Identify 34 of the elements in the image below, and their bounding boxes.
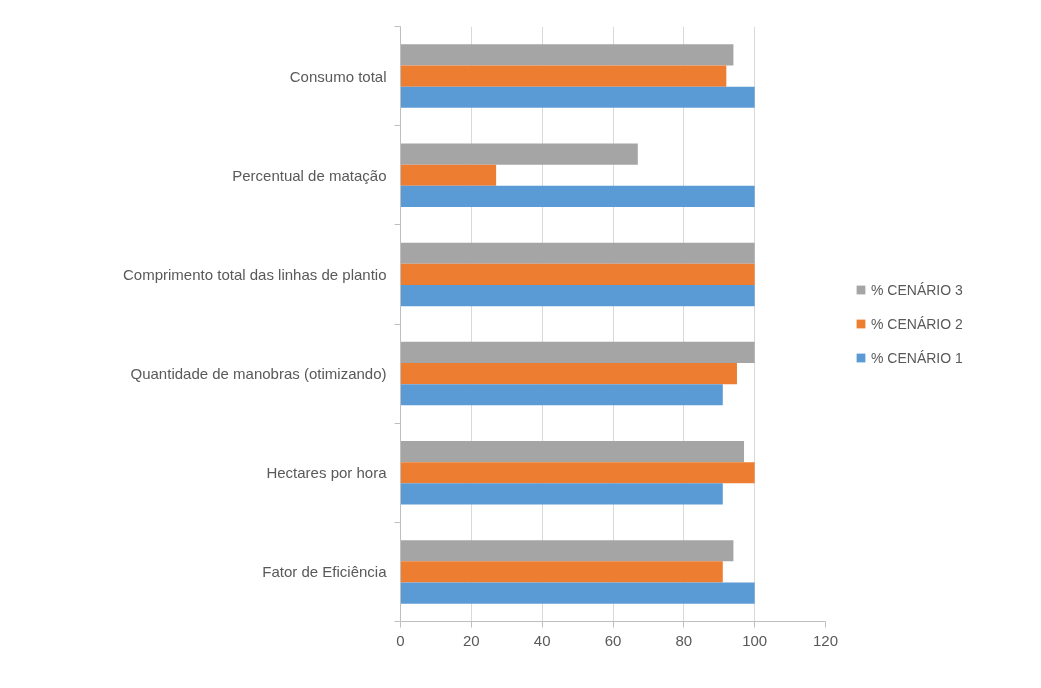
x-tick-label: 80 bbox=[675, 631, 693, 649]
x-tick-label: 0 bbox=[396, 631, 405, 649]
y-tick-label: Hectares por hora bbox=[266, 464, 388, 482]
legend-label: % CENÁRIO 3 bbox=[871, 281, 963, 298]
bar bbox=[400, 143, 638, 165]
bar bbox=[400, 561, 723, 583]
bar bbox=[400, 582, 755, 604]
bar bbox=[400, 540, 734, 562]
x-tick-label: 120 bbox=[812, 631, 839, 649]
x-tick-label: 40 bbox=[533, 631, 551, 649]
x-tick-label: 100 bbox=[742, 631, 768, 649]
bar bbox=[400, 384, 723, 406]
y-tick-label: Percentual de matação bbox=[232, 166, 387, 184]
bar bbox=[400, 242, 755, 264]
y-tick-label: Comprimento total das linhas de plantio bbox=[123, 265, 387, 283]
x-tick-label: 60 bbox=[604, 631, 622, 649]
bar bbox=[400, 185, 755, 207]
legend-label: % CENÁRIO 1 bbox=[871, 349, 963, 366]
bar bbox=[400, 164, 497, 186]
bar bbox=[400, 363, 737, 385]
bar bbox=[400, 462, 755, 484]
y-tick-label: Fator de Eficiência bbox=[262, 563, 388, 581]
y-tick-label: Consumo total bbox=[289, 67, 387, 85]
x-tick-label: 20 bbox=[462, 631, 480, 649]
bar bbox=[400, 44, 734, 66]
y-tick-label: Quantidade de manobras (otimizando) bbox=[130, 365, 387, 383]
bar bbox=[400, 284, 755, 307]
legend-label: % CENÁRIO 2 bbox=[871, 315, 963, 332]
bar bbox=[400, 483, 723, 505]
bar bbox=[400, 341, 755, 364]
bar bbox=[400, 263, 755, 285]
bar bbox=[400, 65, 727, 87]
bar bbox=[400, 86, 755, 108]
bar bbox=[400, 441, 745, 463]
